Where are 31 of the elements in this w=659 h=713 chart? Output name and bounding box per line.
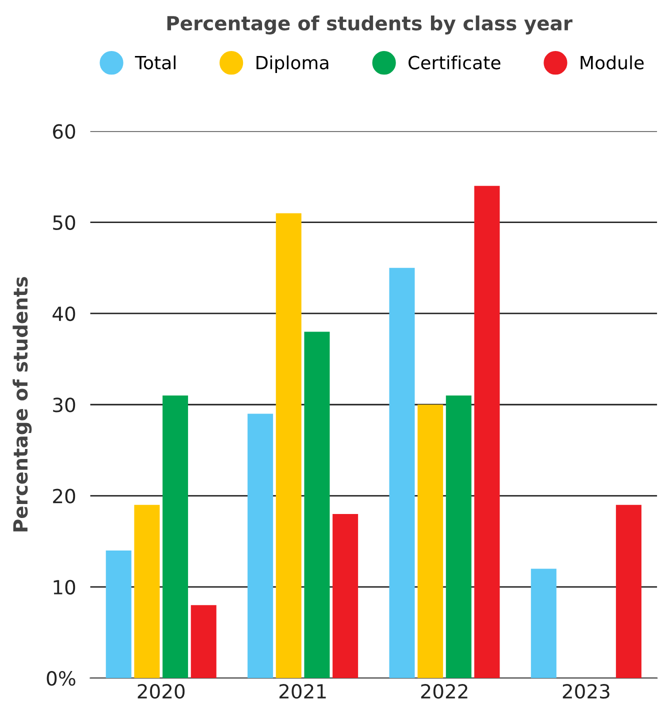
bar	[446, 396, 472, 678]
bar	[418, 404, 444, 678]
bar	[162, 396, 188, 678]
x-tick-label: 2023	[562, 684, 610, 699]
x-tick-label: 2022	[421, 684, 468, 699]
bar	[389, 268, 415, 678]
chart-title: Percentage of students by class year	[167, 15, 572, 34]
bar	[190, 605, 216, 678]
bar	[276, 213, 302, 678]
bar	[530, 568, 556, 678]
x-tick-label: 2021	[279, 684, 326, 699]
bar	[134, 504, 160, 678]
y-tick-label: 10	[54, 580, 76, 595]
bar	[474, 186, 500, 678]
legend-label: Diploma	[256, 55, 328, 73]
legend-label: Certificate	[408, 55, 500, 70]
y-tick-label: 40	[52, 306, 76, 322]
legend-label: Total	[134, 55, 176, 70]
x-tick-label: 2020	[138, 684, 185, 699]
legend-label: Module	[580, 55, 644, 70]
y-tick-label: 50	[53, 215, 76, 230]
bar	[304, 332, 330, 678]
bar	[332, 514, 358, 678]
y-tick-label: 20	[53, 488, 76, 504]
y-tick-label: 0%	[46, 671, 76, 686]
bar	[106, 550, 132, 678]
y-axis-title: Percentage of students	[12, 277, 32, 532]
y-tick-label: 30	[53, 398, 76, 412]
bar	[248, 414, 274, 678]
bar	[616, 504, 642, 678]
y-tick-label: 60	[53, 124, 76, 139]
